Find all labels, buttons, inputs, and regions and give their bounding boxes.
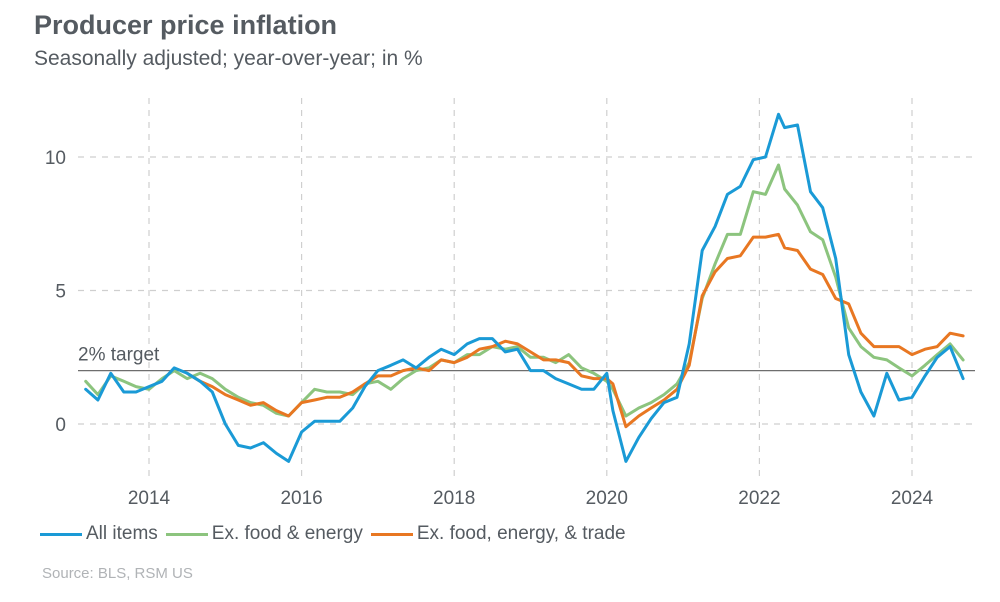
y-tick-label: 5 — [55, 282, 66, 303]
y-tick-label: 0 — [55, 415, 66, 436]
source-note: Source: BLS, RSM US — [42, 565, 193, 582]
axis-labels: 0 5 10 2014 2016 2018 2020 2022 2024 — [45, 148, 934, 509]
series-line-ex-food-energy — [84, 163, 965, 418]
target-label: 2% target — [78, 345, 160, 366]
legend-swatch-ex-food-energy-trade — [370, 532, 413, 536]
legend-label: All items — [86, 523, 158, 544]
legend-swatch-ex-food-energy — [165, 532, 208, 536]
x-tick-label: 2014 — [128, 488, 171, 509]
legend-item-ex-food-energy-trade: Ex. food, energy, & trade — [370, 523, 626, 545]
x-tick-label: 2024 — [891, 488, 934, 509]
legend-label: Ex. food & energy — [211, 523, 363, 544]
x-tick-label: 2020 — [586, 488, 628, 509]
legend-label: Ex. food, energy, & trade — [416, 523, 626, 544]
series-lines — [84, 112, 965, 463]
series-line-ex-food-energy-trade — [185, 232, 965, 429]
x-tick-label: 2016 — [280, 488, 322, 509]
series-line-all-items — [84, 112, 965, 463]
x-tick-label: 2018 — [433, 488, 475, 509]
legend-item-ex-food-energy: Ex. food & energy — [165, 523, 363, 545]
legend: All items Ex. food & energy Ex. food, en… — [40, 523, 634, 545]
chart-subtitle: Seasonally adjusted; year-over-year; in … — [34, 47, 423, 70]
legend-swatch-all-items — [40, 532, 82, 536]
gridlines — [78, 98, 975, 480]
target-line-group: 2% target — [78, 345, 975, 372]
y-tick-label: 10 — [45, 148, 66, 169]
x-tick-label: 2022 — [738, 488, 780, 509]
chart-title: Producer price inflation — [34, 10, 338, 40]
legend-item-all-items: All items — [40, 523, 158, 545]
